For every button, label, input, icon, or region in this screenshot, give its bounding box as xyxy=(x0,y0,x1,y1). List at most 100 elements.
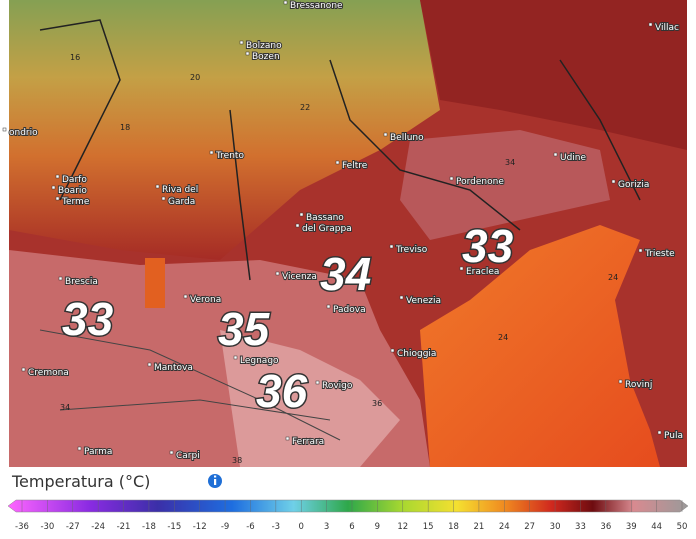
city-dot xyxy=(315,380,320,385)
city-label: Rovigo xyxy=(322,381,353,391)
city-label: ondrio xyxy=(9,128,38,138)
mountains-east xyxy=(420,0,687,150)
tick-label: 39 xyxy=(626,522,637,532)
small-temperature: 20 xyxy=(190,73,200,82)
city-dot xyxy=(77,446,82,451)
city-label: Riva del xyxy=(162,185,198,195)
tick-label: -15 xyxy=(167,522,181,532)
city-dot xyxy=(657,430,662,435)
city-dot xyxy=(638,248,643,253)
city-dot xyxy=(183,294,188,299)
tick-label: 33 xyxy=(575,522,586,532)
city-dot xyxy=(169,450,174,455)
tick-label: -21 xyxy=(117,522,131,532)
city-label: Eraclea xyxy=(466,267,499,277)
city-dot xyxy=(55,196,60,201)
tick-label: 3 xyxy=(324,522,329,532)
tick-label: 27 xyxy=(524,522,535,532)
tick-label: 50 xyxy=(677,522,688,532)
city-label: Rovinj xyxy=(625,380,652,390)
city-dot xyxy=(648,22,653,27)
small-temperature: 38 xyxy=(232,456,242,465)
city-dot xyxy=(389,244,394,249)
city-label: Udine xyxy=(560,153,587,163)
small-temperature: 34 xyxy=(505,158,515,167)
lake xyxy=(145,258,165,308)
city-dot xyxy=(326,304,331,309)
city-dot xyxy=(21,367,26,372)
city-label: Carpi xyxy=(176,451,200,461)
tick-label: 21 xyxy=(474,522,485,532)
city-dot xyxy=(51,185,56,190)
city-label: Mantova xyxy=(154,363,193,373)
city-dot xyxy=(161,196,166,201)
tick-label: -12 xyxy=(193,522,207,532)
city-label: Bozen xyxy=(252,52,280,62)
rivers xyxy=(39,329,341,441)
city-label: Bassano xyxy=(306,213,344,223)
city-dot xyxy=(611,179,616,184)
big-temperature: 34 xyxy=(320,248,371,300)
tick-label: 12 xyxy=(397,522,408,532)
city-label: Boario xyxy=(58,186,87,196)
small-temperature: 16 xyxy=(70,53,80,62)
tick-label: 6 xyxy=(349,522,354,532)
city-label: Pula xyxy=(664,431,683,441)
city-dot xyxy=(618,379,623,384)
city-dot xyxy=(275,271,280,276)
borders xyxy=(39,19,641,281)
city-label: Feltre xyxy=(342,161,368,171)
small-temperature: 18 xyxy=(120,123,130,132)
plain-east xyxy=(400,130,610,240)
city-label: Villac xyxy=(655,23,679,33)
city-dot xyxy=(299,212,304,217)
tick-label: 44 xyxy=(651,522,662,532)
tick-label: -36 xyxy=(15,522,29,532)
city-dot xyxy=(2,127,7,132)
plain-hot xyxy=(220,330,400,467)
city-dot xyxy=(553,152,558,157)
tick-label: 36 xyxy=(600,522,611,532)
info-icon-dot xyxy=(214,475,217,478)
tick-label: -30 xyxy=(40,522,54,532)
city-label: Bolzano xyxy=(246,41,282,51)
small-temperature: 24 xyxy=(608,273,618,282)
city-label: Treviso xyxy=(395,245,428,255)
tick-label: 0 xyxy=(299,522,304,532)
city-dot xyxy=(55,174,60,179)
big-temperature: 36 xyxy=(256,365,308,417)
city-dot xyxy=(390,348,395,353)
city-dot xyxy=(245,51,250,56)
city-label: Verona xyxy=(190,295,221,305)
city-label: Trieste xyxy=(644,249,675,259)
tick-label: -18 xyxy=(142,522,156,532)
small-temperature: 22 xyxy=(300,103,310,112)
legend-title: Temperatura (°C) xyxy=(11,472,150,491)
city-dot xyxy=(383,132,388,137)
tick-label: 15 xyxy=(423,522,434,532)
city-label: Chioggia xyxy=(397,349,436,359)
city-dot xyxy=(295,223,300,228)
city-dot xyxy=(233,355,238,360)
city-label: Legnago xyxy=(240,356,279,366)
ticks: -36 -30 -27 -24 -21 -18 -15 -12 -9 -6 -3 0 3 6 9 12 15 18… xyxy=(15,500,687,532)
city-dot xyxy=(449,176,454,181)
city-label: del Grappa xyxy=(302,224,352,234)
city-label: Garda xyxy=(168,197,195,207)
city-dot xyxy=(58,276,63,281)
city-label: Padova xyxy=(333,305,366,315)
city-label: Ferrara xyxy=(292,437,324,447)
tick-label: -9 xyxy=(221,522,229,532)
city-dot xyxy=(239,40,244,45)
small-temperature: 24 xyxy=(498,333,508,342)
small-temperature: 36 xyxy=(372,399,382,408)
color-bar xyxy=(7,499,689,513)
city-label: Trento xyxy=(215,151,244,161)
city-dot xyxy=(209,150,214,155)
city-label: Venezia xyxy=(406,296,441,306)
city-label: Belluno xyxy=(390,133,424,143)
city-label: Parma xyxy=(84,447,112,457)
